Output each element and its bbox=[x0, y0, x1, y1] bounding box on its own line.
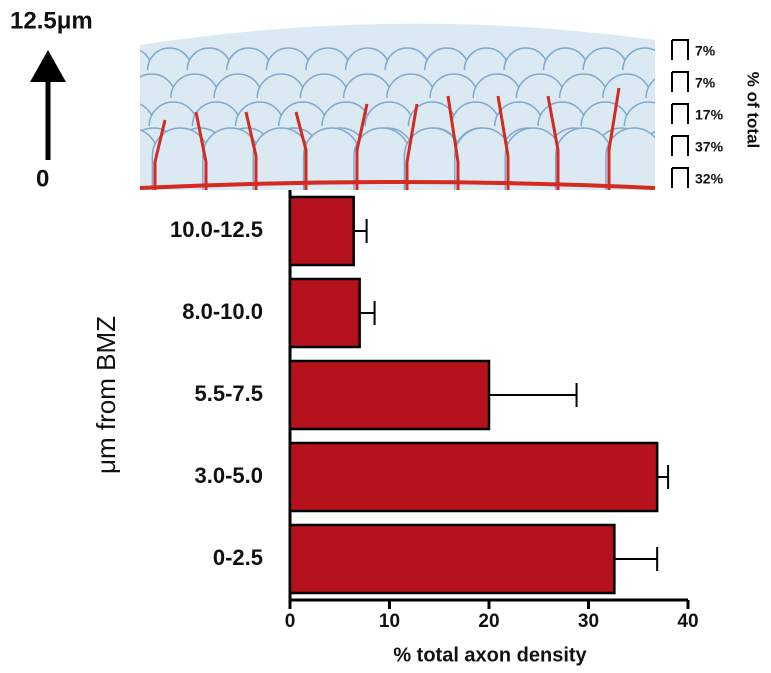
side-label: 7% bbox=[695, 43, 716, 59]
nerve-fiber bbox=[607, 87, 621, 190]
nerve-fiber bbox=[355, 103, 369, 190]
bar bbox=[288, 277, 361, 349]
cell bbox=[504, 127, 562, 190]
bar bbox=[288, 523, 616, 595]
cell bbox=[622, 47, 655, 71]
nerve-fiber bbox=[153, 119, 167, 190]
y-axis-title: μm from BMZ bbox=[91, 316, 121, 474]
nerve-fiber bbox=[294, 111, 308, 190]
y-tick-label: 10.0-12.5 bbox=[170, 217, 263, 242]
cell bbox=[252, 127, 310, 190]
bracket bbox=[671, 71, 689, 92]
side-label: 17% bbox=[695, 107, 724, 123]
side-title: % of total bbox=[744, 72, 763, 149]
nerve-fiber bbox=[496, 95, 510, 190]
y-tick-label: 3.0-5.0 bbox=[195, 463, 264, 488]
basement-membrane bbox=[139, 180, 656, 190]
side-label: 37% bbox=[695, 139, 724, 155]
side-label: 7% bbox=[695, 75, 716, 91]
cell bbox=[605, 127, 655, 190]
cell bbox=[645, 73, 655, 99]
scale-top: 12.5μm bbox=[10, 7, 93, 34]
x-tick-label: 0 bbox=[285, 611, 296, 632]
cell bbox=[554, 127, 613, 190]
x-tick-label: 40 bbox=[677, 611, 698, 632]
tissue-illustration bbox=[140, 23, 669, 190]
bracket bbox=[671, 39, 689, 60]
scale-bottom: 0 bbox=[36, 165, 49, 192]
bar bbox=[288, 441, 659, 513]
y-tick-label: 0-2.5 bbox=[213, 545, 263, 570]
x-tick-label: 30 bbox=[578, 611, 599, 632]
x-tick-label: 20 bbox=[478, 611, 499, 632]
arrow-head bbox=[30, 50, 66, 82]
y-tick-label: 5.5-7.5 bbox=[195, 381, 264, 406]
bracket bbox=[671, 135, 689, 156]
bar bbox=[288, 359, 491, 431]
bracket bbox=[671, 103, 689, 124]
x-axis-title: % total axon density bbox=[393, 644, 587, 666]
x-tick-label: 10 bbox=[379, 611, 400, 632]
nerve-fiber bbox=[546, 95, 560, 190]
cell bbox=[140, 127, 159, 190]
side-label: 32% bbox=[695, 171, 724, 187]
cell bbox=[623, 101, 655, 127]
bar bbox=[288, 195, 355, 267]
nerve-fiber bbox=[194, 111, 208, 190]
y-tick-label: 8.0-10.0 bbox=[182, 299, 263, 324]
nerve-fiber bbox=[244, 111, 258, 190]
bracket bbox=[671, 167, 689, 188]
nerve-fiber bbox=[659, 88, 669, 190]
